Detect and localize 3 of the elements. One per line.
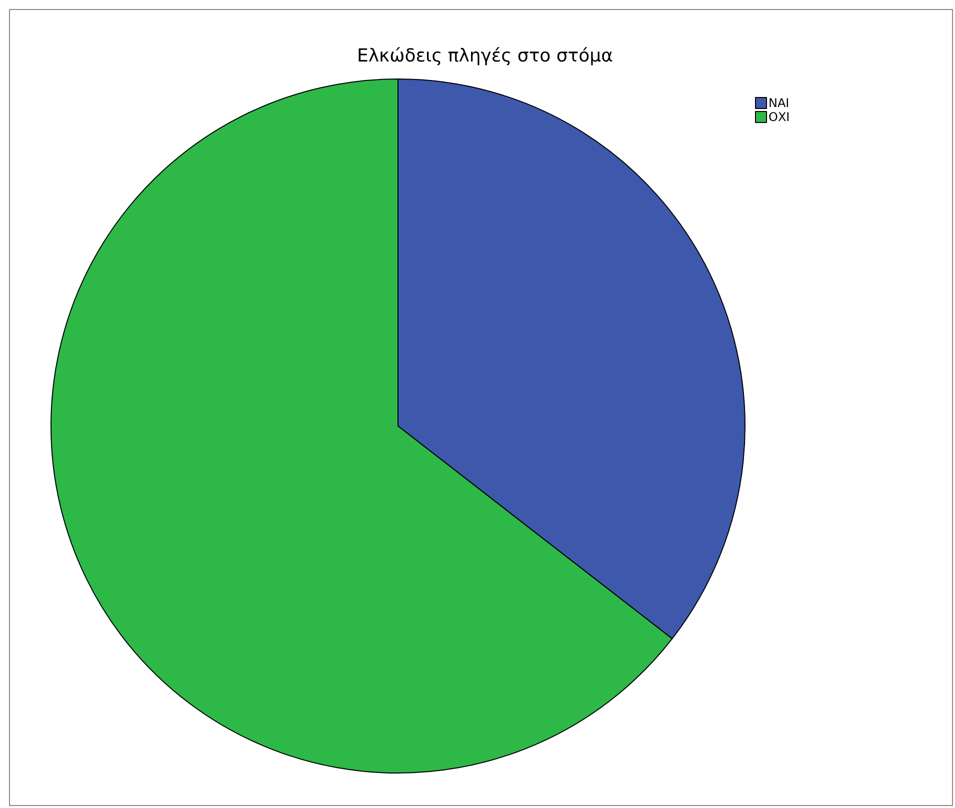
legend-label: ΝΑΙ xyxy=(768,96,790,110)
chart-title: Ελκώδεις πληγές στο στόμα xyxy=(357,46,613,66)
legend-label: ΟΧΙ xyxy=(768,110,790,124)
